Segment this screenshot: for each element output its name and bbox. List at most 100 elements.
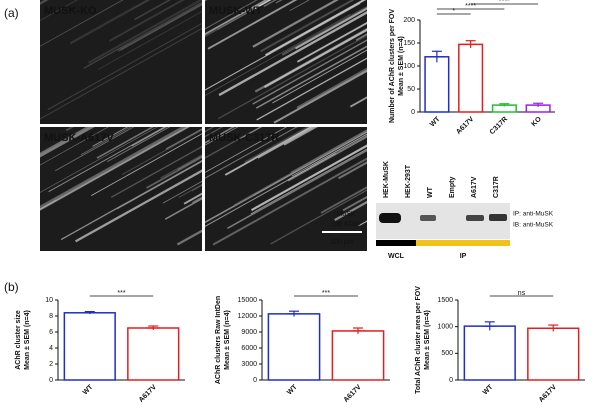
lane-label: Empty bbox=[449, 177, 456, 199]
x-tick-label: A617V bbox=[343, 384, 363, 404]
fiber bbox=[120, 3, 202, 51]
fiber bbox=[252, 39, 367, 105]
fiber bbox=[162, 180, 202, 204]
error-bar bbox=[463, 40, 478, 49]
fiber bbox=[89, 171, 202, 235]
fiber bbox=[60, 160, 202, 241]
error-bar bbox=[429, 50, 444, 63]
lane-label: HEK-MuSK bbox=[383, 161, 390, 198]
group-bar bbox=[376, 240, 416, 246]
x-tick-label: KO bbox=[530, 115, 543, 128]
fiber bbox=[40, 127, 190, 211]
group-bar bbox=[416, 240, 510, 246]
fiber bbox=[334, 200, 367, 222]
fiber bbox=[205, 13, 351, 96]
fiber bbox=[165, 128, 202, 150]
y-axis-label: Mean ± SEM (n=4) bbox=[24, 310, 31, 370]
error-bar bbox=[287, 310, 301, 317]
fiber bbox=[224, 127, 313, 176]
y-tick-label: 150 bbox=[403, 40, 415, 47]
panel-label: (b) bbox=[4, 280, 19, 294]
error-bar bbox=[82, 311, 97, 314]
fiber bbox=[205, 127, 288, 173]
fiber bbox=[273, 69, 367, 124]
y-tick-label: 2 bbox=[49, 361, 53, 368]
fiber bbox=[296, 21, 367, 63]
fiber bbox=[212, 157, 367, 246]
scale-label: 100 µm bbox=[330, 239, 354, 246]
fiber bbox=[207, 0, 298, 50]
bar bbox=[331, 330, 385, 381]
fiber bbox=[294, 7, 367, 50]
fibers bbox=[40, 0, 202, 120]
y-axis-label: Total AChR cluster area per FOV bbox=[415, 286, 422, 394]
lane-label: C317R bbox=[493, 176, 500, 198]
fiber bbox=[256, 57, 367, 121]
fiber bbox=[117, 161, 202, 210]
fiber bbox=[218, 11, 367, 97]
y-tick-label: 6 bbox=[49, 329, 53, 336]
y-axis-label: AChR clusters Raw IntDen bbox=[215, 296, 222, 384]
y-tick-label: 0 bbox=[49, 377, 53, 384]
fiber bbox=[349, 96, 367, 108]
y-axis-label: Number of AChR clusters per FOV bbox=[389, 9, 396, 123]
y-tick-label: 0 bbox=[253, 377, 257, 384]
bar bbox=[127, 327, 180, 381]
y-tick-label: 500 bbox=[441, 350, 453, 357]
error-bar bbox=[531, 102, 546, 107]
fiber bbox=[69, 0, 151, 45]
y-tick-label: 1500 bbox=[437, 297, 453, 304]
fiber bbox=[308, 45, 367, 80]
y-tick-label: 4 bbox=[49, 345, 53, 352]
significance-label: * bbox=[452, 8, 455, 15]
blot-band bbox=[489, 214, 507, 221]
x-tick-label: A617V bbox=[538, 384, 558, 404]
fiber bbox=[205, 127, 262, 159]
fiber bbox=[40, 27, 202, 120]
y-axis-label: AChR cluster size bbox=[15, 310, 22, 370]
x-tick-label: WT bbox=[482, 383, 495, 396]
blot-band bbox=[466, 215, 484, 221]
fiber bbox=[205, 0, 258, 30]
significance-label: ns bbox=[518, 290, 526, 297]
significance-label: *** bbox=[117, 290, 125, 297]
fiber bbox=[205, 127, 298, 179]
fiber bbox=[291, 133, 367, 177]
fiber bbox=[110, 145, 202, 198]
blot-band bbox=[420, 215, 436, 221]
x-tick-label: A617V bbox=[455, 116, 475, 136]
fiber bbox=[91, 133, 202, 196]
fibers bbox=[205, 0, 367, 124]
fiber bbox=[92, 127, 129, 147]
fiber bbox=[218, 34, 367, 120]
y-tick-label: 12000 bbox=[238, 313, 258, 320]
fiber bbox=[160, 154, 202, 179]
x-tick-label: C317R bbox=[489, 116, 509, 136]
fiber bbox=[48, 127, 166, 193]
fiber bbox=[134, 0, 171, 21]
fibers bbox=[40, 127, 202, 246]
y-tick-label: 6000 bbox=[241, 345, 257, 352]
band-label: (96 KDa) bbox=[332, 221, 360, 228]
fiber bbox=[272, 49, 367, 104]
y-tick-label: 10 bbox=[45, 297, 53, 304]
fiber bbox=[260, 0, 355, 53]
fiber bbox=[40, 127, 185, 208]
error-bar bbox=[146, 325, 161, 330]
western-blot: MuSK (96 KDa) IP: anti-MuSK IB: anti-MuS… bbox=[332, 203, 554, 260]
y-axis-label: Mean ± SEM (n=4) bbox=[398, 36, 405, 96]
fiber bbox=[205, 0, 268, 36]
fiber bbox=[107, 127, 171, 163]
fiber bbox=[355, 33, 367, 41]
fiber bbox=[227, 149, 367, 229]
significance-label: **** bbox=[465, 3, 476, 10]
fiber bbox=[55, 127, 135, 172]
y-axis-label: Mean ± SEM (n=4) bbox=[424, 310, 431, 370]
fiber bbox=[337, 161, 367, 180]
fiber bbox=[205, 0, 272, 38]
fiber bbox=[264, 0, 366, 56]
fiber bbox=[296, 67, 367, 109]
fiber bbox=[164, 197, 202, 220]
fiber bbox=[205, 152, 337, 227]
y-axis-label: Mean ± SEM (n=4) bbox=[224, 310, 231, 370]
